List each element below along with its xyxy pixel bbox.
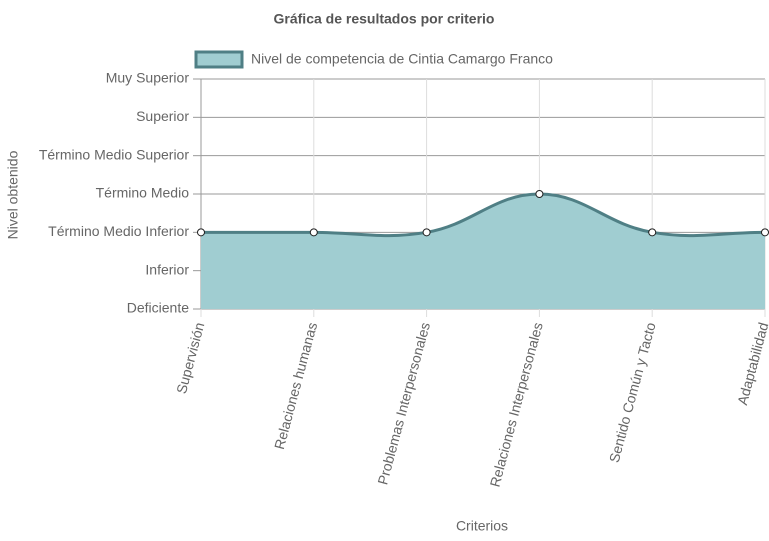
point [197, 228, 205, 237]
x-tick-label: Adaptabilidad [734, 321, 769, 407]
y-tick-label: Muy Superior [106, 70, 190, 86]
point [535, 190, 544, 198]
point [422, 228, 431, 237]
y-tick-label: Término Medio Superior [39, 146, 190, 162]
x-axis-title: Criterios [456, 518, 508, 534]
point [761, 228, 769, 237]
y-axis-title: Nivel obtenido [5, 150, 21, 239]
legend-swatch [194, 50, 244, 69]
y-tick-label: Término Medio Inferior [48, 223, 189, 239]
y-tick-label: Inferior [145, 261, 189, 277]
y-tick-label: Término Medio [96, 185, 190, 201]
y-tick-label: Superior [136, 108, 189, 124]
x-tick-label: Sentido Común y Tacto [606, 320, 659, 464]
legend-label: Nivel de competencia de Cintia Camargo F… [251, 51, 553, 67]
x-tick-label: Relaciones Interpersonales [487, 321, 546, 489]
x-tick-label: Supervisión [173, 321, 207, 396]
x-tick-label: Problemas Interpersonales [374, 321, 433, 487]
y-tick-label: Deficiente [127, 300, 189, 316]
point [648, 228, 657, 237]
point [309, 228, 318, 237]
line [201, 192, 766, 238]
chart-title: Gráfica de resultados por criterio [274, 11, 495, 27]
area-fill [201, 194, 765, 309]
x-tick-label: Relaciones humanas [271, 321, 320, 451]
